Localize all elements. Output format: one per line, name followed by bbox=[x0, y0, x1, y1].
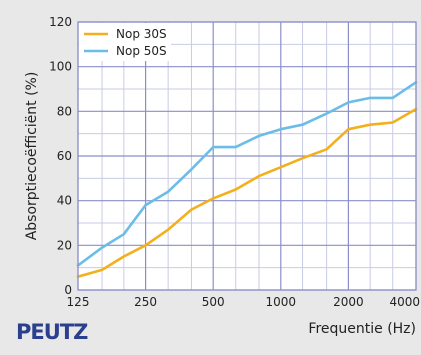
series-line-2 bbox=[76, 81, 418, 267]
x-tick-label: 1000 bbox=[266, 295, 297, 309]
legend-box bbox=[79, 23, 171, 61]
legend: Nop 30S Nop 50S bbox=[79, 23, 171, 61]
series-layer bbox=[76, 81, 418, 278]
x-axis-label: Frequentie (Hz) bbox=[308, 321, 416, 337]
y-tick-label: 40 bbox=[57, 194, 72, 208]
y-tick-label: 60 bbox=[57, 149, 72, 163]
x-tick-label: 125 bbox=[67, 295, 90, 309]
y-tick-label: 120 bbox=[49, 15, 72, 29]
legend-label: Nop 50S bbox=[116, 44, 167, 58]
y-tick-label: 0 bbox=[64, 283, 72, 297]
y-axis-label: Absorptiecoëfficiënt (%) bbox=[24, 72, 40, 241]
plot-border bbox=[77, 21, 417, 291]
x-tick-label: 500 bbox=[202, 295, 225, 309]
legend-label: Nop 30S bbox=[116, 27, 167, 41]
y-tick-label: 20 bbox=[57, 238, 72, 252]
series-line-1 bbox=[76, 107, 418, 278]
x-tick-label: 2000 bbox=[333, 295, 364, 309]
y-tick-labels: 0 20 40 60 80 100 120 bbox=[49, 15, 72, 297]
peutz-logo: PEUTZ bbox=[16, 320, 88, 344]
y-tick-label: 80 bbox=[57, 104, 72, 118]
x-tick-label: 250 bbox=[134, 295, 157, 309]
y-tick-label: 100 bbox=[49, 60, 72, 74]
x-tick-label: 4000 bbox=[389, 295, 420, 309]
x-tick-labels: 125 250 500 1000 2000 4000 bbox=[67, 295, 420, 309]
